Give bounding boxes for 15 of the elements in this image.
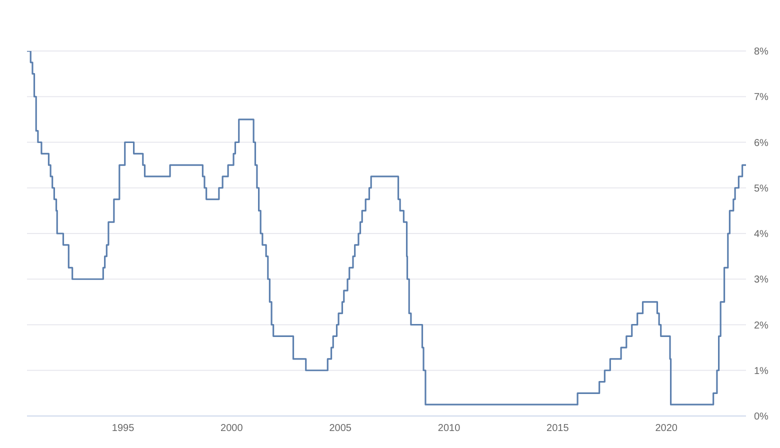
- y-tick-label: 4%: [754, 229, 769, 240]
- x-tick-label: 2000: [220, 423, 244, 434]
- y-tick-label: 0%: [754, 412, 769, 423]
- x-tick-label: 2020: [655, 423, 678, 434]
- y-tick-label: 6%: [754, 138, 769, 149]
- x-tick-label: 2015: [546, 423, 570, 434]
- x-tick-label: 2005: [329, 423, 352, 434]
- y-tick-label: 2%: [754, 320, 769, 332]
- x-tick-label: 1995: [112, 423, 135, 434]
- y-tick-label: 8%: [754, 46, 769, 58]
- y-tick-label: 5%: [754, 183, 769, 194]
- x-tick-label: 2010: [438, 423, 461, 434]
- y-tick-label: 3%: [754, 274, 769, 286]
- y-tick-label: 1%: [754, 366, 769, 377]
- y-tick-label: 7%: [754, 92, 769, 104]
